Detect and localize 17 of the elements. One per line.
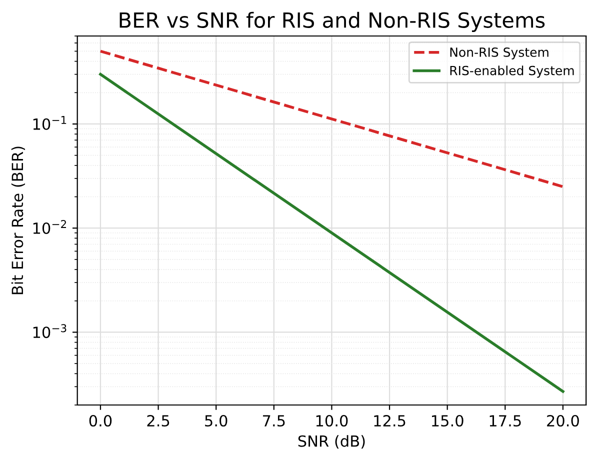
y-axis-title: Bit Error Rate (BER): [11, 146, 26, 294]
x-tick-label: 17.5: [490, 415, 521, 427]
y-tick-label: 10$^{−2}$: [33, 220, 66, 234]
x-tick-label: 0.0: [89, 414, 112, 427]
legend-label: Non-RIS System: [450, 47, 548, 60]
y-tick-label: 10$^{−1}$: [33, 116, 66, 130]
y-tick-label: 10$^{−3}$: [33, 324, 66, 338]
legend-label: RIS-enabled System: [450, 66, 574, 78]
x-tick-label: 15.0: [432, 414, 464, 427]
chart-title: BER vs SNR for RIS and Non-RIS Systems: [120, 12, 545, 32]
x-tick-label: 12.5: [374, 414, 406, 427]
x-tick-label: 10.0: [316, 414, 348, 427]
x-tick-label: 20.0: [547, 414, 579, 427]
x-tick-label: 2.5: [147, 414, 170, 427]
x-tick-label: 5.0: [205, 414, 228, 427]
x-tick-label: 7.5: [263, 415, 285, 427]
x-axis-title: SNR (dB): [298, 435, 365, 449]
